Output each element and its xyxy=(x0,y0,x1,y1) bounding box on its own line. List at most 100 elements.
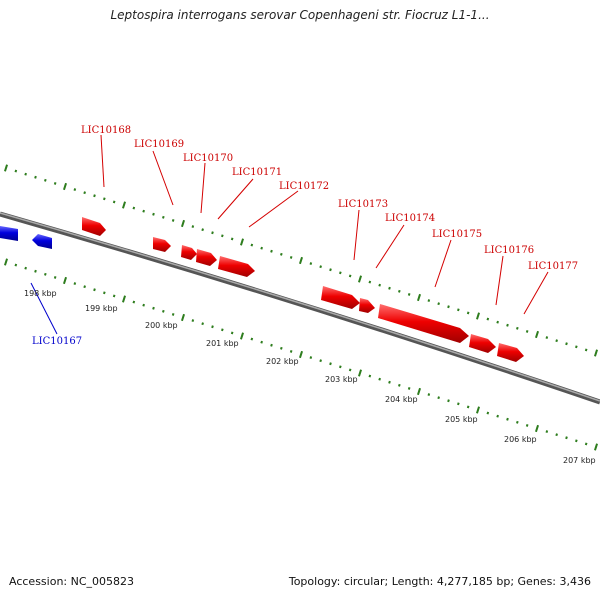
upper-tick xyxy=(348,274,352,278)
lower-tick xyxy=(319,359,322,363)
gene-label-lic10172[interactable]: LIC10172 xyxy=(279,181,329,192)
gene-label-lic10167[interactable]: LIC10167 xyxy=(32,336,82,347)
lower-tick xyxy=(407,386,411,390)
upper-tick xyxy=(132,206,136,210)
upper-tick xyxy=(545,336,549,340)
upper-tick xyxy=(103,197,106,201)
upper-tick xyxy=(427,299,431,303)
lower-tick-track xyxy=(3,258,599,451)
gene-label-lic10177[interactable]: LIC10177 xyxy=(528,261,578,272)
lower-tick xyxy=(357,369,363,377)
lower-tick xyxy=(239,332,245,340)
genome-backbone xyxy=(0,211,600,405)
upper-tick xyxy=(525,329,529,333)
scale-label-205: 205 kbp xyxy=(445,415,478,424)
gene-arrow-lic10174[interactable] xyxy=(359,298,375,313)
gene-labels: LIC10168 LIC10169 LIC10170 LIC10171 LIC1… xyxy=(32,125,578,347)
lower-tick xyxy=(584,442,588,446)
gene-label-lic10171[interactable]: LIC10171 xyxy=(232,167,282,178)
upper-tick xyxy=(171,218,175,222)
lower-tick xyxy=(260,340,263,344)
upper-tick xyxy=(357,275,363,283)
upper-tick xyxy=(230,237,234,241)
lower-tick xyxy=(593,443,599,451)
lower-tick xyxy=(368,374,372,378)
lower-tick xyxy=(496,414,499,418)
gene-label-lic10168[interactable]: LIC10168 xyxy=(81,125,131,136)
upper-tick xyxy=(565,342,568,346)
upper-tick xyxy=(289,255,293,259)
upper-tick xyxy=(260,246,263,250)
gene-label-lic10174[interactable]: LIC10174 xyxy=(385,213,435,224)
reverse-gene-lic10167[interactable] xyxy=(32,234,52,249)
upper-tick xyxy=(575,345,578,349)
scale-label-200: 200 kbp xyxy=(145,321,178,330)
gene-arrow-lic10170[interactable] xyxy=(181,245,197,260)
lower-tick xyxy=(565,436,568,440)
upper-tick xyxy=(388,286,391,290)
upper-tick xyxy=(329,268,332,272)
upper-tick xyxy=(416,293,422,302)
gene-label-lic10175[interactable]: LIC10175 xyxy=(432,229,482,240)
lower-tick xyxy=(103,291,106,295)
upper-tick xyxy=(83,191,86,195)
lower-tick xyxy=(211,325,214,329)
gene-label-lic10176[interactable]: LIC10176 xyxy=(484,245,534,256)
map-title: Leptospira interrogans serovar Copenhage… xyxy=(110,8,490,22)
gene-label-lic10173[interactable]: LIC10173 xyxy=(338,199,388,210)
lower-tick xyxy=(73,282,77,286)
lower-tick xyxy=(142,303,145,307)
upper-tick xyxy=(280,252,283,256)
reverse-gene-left[interactable] xyxy=(0,226,18,241)
gene-arrow-lic10175[interactable] xyxy=(378,304,469,343)
gene-leader-lines xyxy=(100,134,549,315)
upper-tick xyxy=(555,339,558,343)
gene-label-lic10170[interactable]: LIC10170 xyxy=(183,153,233,164)
gene-arrow-lic10169[interactable] xyxy=(153,237,171,252)
lower-tick xyxy=(486,411,490,415)
lower-tick xyxy=(24,266,27,270)
lower-tick xyxy=(3,258,9,266)
upper-tick xyxy=(466,311,470,315)
upper-tick xyxy=(475,312,481,320)
scale-label-198: 198 kbp xyxy=(24,289,57,298)
lower-tick xyxy=(329,362,332,366)
lower-tick xyxy=(250,337,254,341)
gene-label-lic10169[interactable]: LIC10169 xyxy=(134,139,184,150)
upper-tick xyxy=(309,262,313,266)
upper-tick xyxy=(53,181,57,185)
gene-leader-line-lic10167 xyxy=(30,282,58,335)
lower-tick xyxy=(378,377,381,381)
lower-tick xyxy=(162,309,165,313)
lower-tick xyxy=(447,399,450,403)
upper-tick xyxy=(506,323,509,327)
upper-tick xyxy=(250,243,254,247)
upper-tick xyxy=(457,308,460,312)
lower-tick xyxy=(180,313,186,322)
gene-arrow-lic10172[interactable] xyxy=(218,256,255,277)
lower-tick xyxy=(416,387,422,396)
lower-tick xyxy=(309,356,313,360)
lower-tick xyxy=(525,423,529,427)
lower-tick xyxy=(121,295,127,303)
lower-tick xyxy=(44,272,47,276)
gene-arrow-lic10168[interactable] xyxy=(82,217,106,236)
gene-arrow-lic10177[interactable] xyxy=(497,343,524,362)
lower-tick xyxy=(388,380,391,384)
gene-arrow-lic10171[interactable] xyxy=(196,249,217,266)
upper-tick xyxy=(152,212,155,216)
lower-tick xyxy=(62,276,68,285)
lower-tick xyxy=(466,405,470,409)
lower-tick xyxy=(298,350,304,359)
gene-arrow-lic10176[interactable] xyxy=(469,334,496,353)
upper-tick xyxy=(319,265,322,269)
upper-tick xyxy=(24,172,27,176)
gene-arrow-lic10173[interactable] xyxy=(321,286,360,309)
scale-label-207: 207 kbp xyxy=(563,456,596,465)
lower-tick xyxy=(152,306,155,310)
upper-tick xyxy=(191,225,195,229)
upper-tick xyxy=(121,201,127,209)
upper-tick xyxy=(93,194,96,198)
lower-tick xyxy=(427,393,431,397)
lower-tick xyxy=(34,269,37,273)
